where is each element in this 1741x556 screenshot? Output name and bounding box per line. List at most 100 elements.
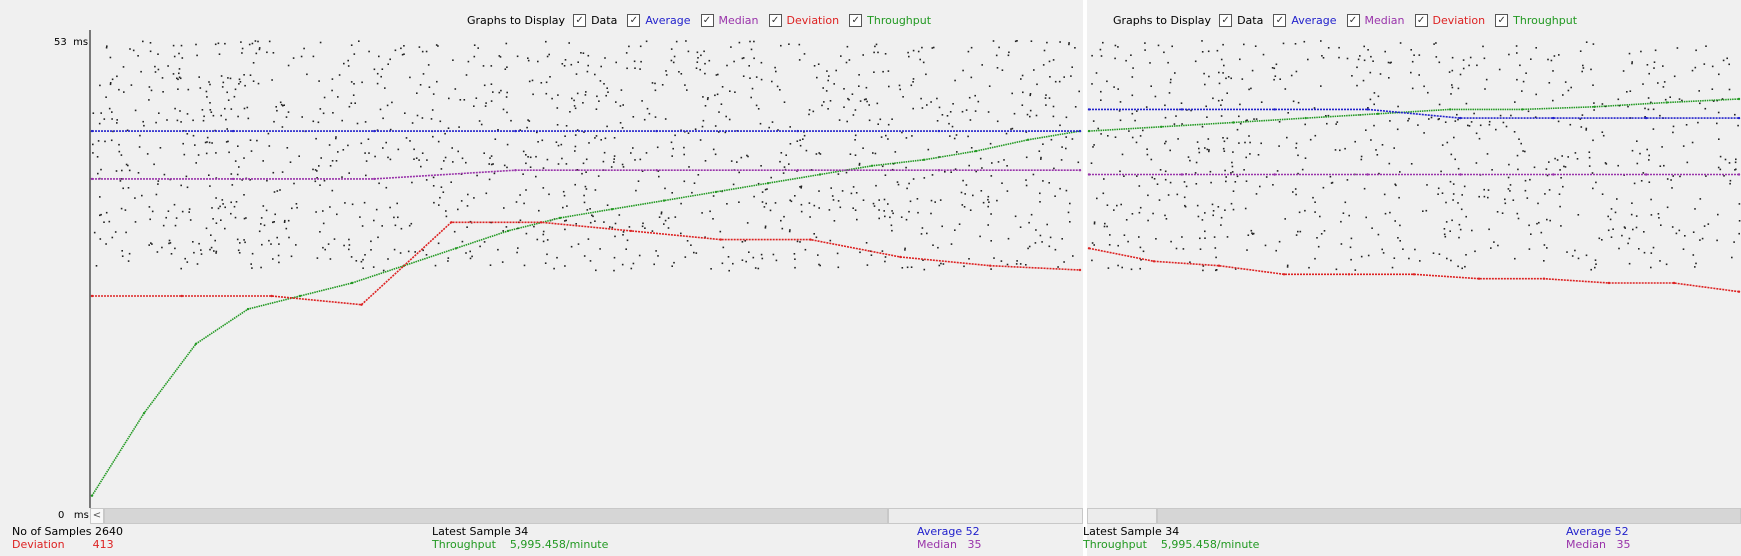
data-sample-point xyxy=(1247,234,1250,236)
data-sample-point xyxy=(926,232,928,235)
data-sample-point xyxy=(114,231,117,233)
data-sample-point xyxy=(726,203,728,205)
median-checkbox[interactable]: ✓ Median xyxy=(700,13,759,27)
data-sample-point xyxy=(1738,203,1741,205)
data-sample-point xyxy=(1001,182,1003,184)
data-sample-point xyxy=(282,104,284,107)
latest-sample-stat: Latest Sample 34 xyxy=(1083,525,1180,538)
data-sample-point xyxy=(210,246,213,249)
data-sample-point xyxy=(1394,183,1396,186)
data-sample-point xyxy=(766,188,768,190)
data-sample-point xyxy=(789,143,792,145)
data-sample-point xyxy=(1136,175,1138,177)
data-sample-point xyxy=(1307,58,1309,61)
data-sample-point xyxy=(1414,248,1416,251)
data-sample-point xyxy=(1723,175,1725,177)
data-sample-point xyxy=(272,258,274,260)
data-sample-point xyxy=(1564,166,1567,168)
data-sample-point xyxy=(457,150,459,153)
data-sample-point xyxy=(515,201,518,203)
throughput-checkbox[interactable]: ✓ Throughput xyxy=(849,13,931,27)
data-sample-point xyxy=(448,97,450,100)
data-sample-point xyxy=(1499,114,1502,117)
data-checkbox[interactable]: ✓ Data xyxy=(1219,13,1263,27)
data-sample-point xyxy=(1048,60,1051,63)
data-sample-point xyxy=(614,235,616,238)
data-sample-point xyxy=(1072,255,1074,257)
data-sample-point xyxy=(794,266,796,269)
data-sample-point xyxy=(958,223,961,225)
data-sample-point xyxy=(583,194,585,197)
throughput-point xyxy=(922,158,926,161)
horizontal-scrollbar-thumb[interactable] xyxy=(1157,508,1741,524)
throughput-point xyxy=(1737,97,1741,101)
checkbox-check-icon: ✓ xyxy=(849,13,863,27)
data-sample-point xyxy=(1450,153,1453,156)
data-sample-point xyxy=(859,100,862,102)
data-sample-point xyxy=(1457,167,1460,170)
average-point xyxy=(1078,129,1082,133)
data-sample-point xyxy=(1417,124,1419,126)
data-sample-point xyxy=(1251,69,1254,72)
data-sample-point xyxy=(149,42,152,44)
average-checkbox[interactable]: ✓ Average xyxy=(627,13,691,27)
data-sample-point xyxy=(322,112,325,115)
data-sample-point xyxy=(254,40,257,42)
data-sample-point xyxy=(575,73,578,75)
data-sample-point xyxy=(445,215,448,218)
data-sample-point xyxy=(385,186,388,189)
data-sample-point xyxy=(1220,224,1222,226)
data-sample-point xyxy=(1204,237,1206,239)
data-sample-point xyxy=(1138,185,1141,187)
data-sample-point xyxy=(315,137,317,140)
scroll-left-button[interactable]: < xyxy=(90,508,104,524)
data-sample-point xyxy=(364,254,366,256)
data-sample-point xyxy=(1640,180,1643,182)
data-sample-point xyxy=(1212,214,1214,217)
data-checkbox[interactable]: ✓ Data xyxy=(573,13,617,27)
horizontal-scrollbar-thumb[interactable] xyxy=(104,508,888,524)
data-sample-point xyxy=(1152,212,1154,215)
median-checkbox[interactable]: ✓ Median xyxy=(1346,13,1405,27)
data-sample-point xyxy=(184,257,186,260)
data-sample-point xyxy=(1350,237,1353,240)
legend-title: Graphs to Display xyxy=(467,13,566,27)
deviation-checkbox[interactable]: ✓ Deviation xyxy=(768,13,839,27)
data-sample-point xyxy=(1257,154,1260,156)
data-sample-point xyxy=(1025,179,1027,181)
data-sample-point xyxy=(1028,221,1030,224)
data-sample-point xyxy=(1718,73,1720,76)
data-sample-point xyxy=(179,110,181,112)
data-sample-point xyxy=(595,135,598,137)
data-sample-point xyxy=(923,268,926,271)
data-sample-point xyxy=(704,236,706,238)
data-sample-point xyxy=(548,53,550,56)
data-sample-point xyxy=(1344,147,1346,150)
data-sample-point xyxy=(1633,182,1636,185)
throughput-checkbox[interactable]: ✓ Throughput xyxy=(1495,13,1577,27)
data-sample-point xyxy=(1313,107,1316,109)
data-sample-point xyxy=(963,265,965,268)
horizontal-scrollbar-track[interactable] xyxy=(1087,508,1157,524)
data-sample-point xyxy=(1182,248,1185,250)
median-point xyxy=(1366,173,1369,176)
data-sample-point xyxy=(950,243,953,245)
deviation-checkbox[interactable]: ✓ Deviation xyxy=(1414,13,1485,27)
data-sample-point xyxy=(312,168,314,171)
data-sample-point xyxy=(1102,41,1104,44)
data-sample-point xyxy=(482,65,485,67)
data-sample-point xyxy=(400,47,402,50)
data-sample-point xyxy=(542,240,545,243)
data-sample-point xyxy=(967,50,970,53)
data-sample-point xyxy=(546,253,548,256)
checkbox-check-icon: ✓ xyxy=(627,13,641,27)
data-sample-point xyxy=(1224,209,1226,211)
data-sample-point xyxy=(360,260,363,263)
data-sample-point xyxy=(1314,201,1316,203)
data-sample-point xyxy=(1570,86,1572,89)
horizontal-scrollbar-track[interactable] xyxy=(888,508,1083,524)
data-sample-point xyxy=(574,134,577,136)
average-checkbox[interactable]: ✓ Average xyxy=(1273,13,1337,27)
data-sample-point xyxy=(273,120,275,123)
data-sample-point xyxy=(498,55,501,57)
